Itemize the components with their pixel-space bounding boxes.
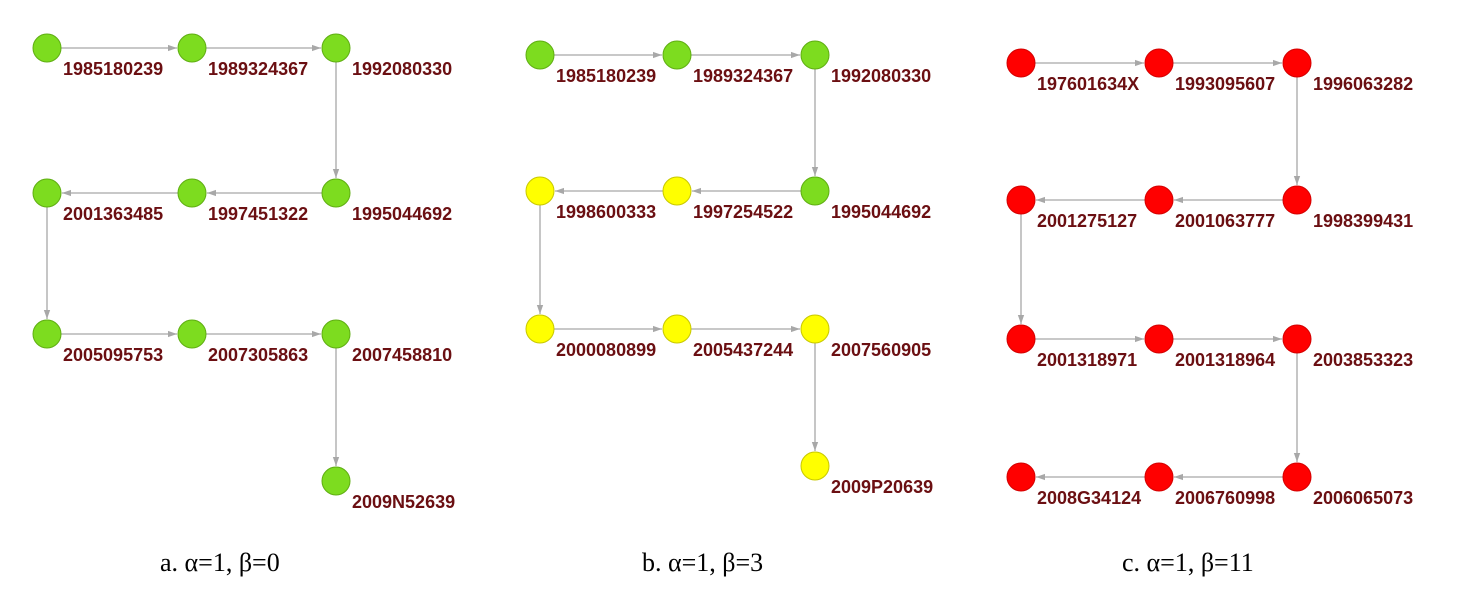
panel-a-node-label-7: 2007305863 bbox=[208, 345, 308, 365]
panel-a-node-8 bbox=[322, 320, 350, 348]
panel-a-node-label-9: 2009N52639 bbox=[352, 492, 455, 512]
panel-c-node-label-0: 197601634X bbox=[1037, 74, 1139, 94]
panel-c-node-label-5: 2001275127 bbox=[1037, 211, 1137, 231]
panel-c-node-label-4: 2001063777 bbox=[1175, 211, 1275, 231]
panel-b-node-label-3: 1995044692 bbox=[831, 202, 931, 222]
panel-a-node-5 bbox=[33, 179, 61, 207]
panel-b-node-label-4: 1997254522 bbox=[693, 202, 793, 222]
panel-b-node-6 bbox=[526, 315, 554, 343]
panel-a-node-0 bbox=[33, 34, 61, 62]
panel-c-node-8 bbox=[1283, 325, 1311, 353]
panel-b-node-label-5: 1998600333 bbox=[556, 202, 656, 222]
panel-c-node-label-9: 2006065073 bbox=[1313, 488, 1413, 508]
panel-a-node-label-5: 2001363485 bbox=[63, 204, 163, 224]
panel-c-node-10 bbox=[1145, 463, 1173, 491]
panel-b-node-8 bbox=[801, 315, 829, 343]
panel-a-caption: a. α=1, β=0 bbox=[160, 548, 280, 578]
panel-b-caption: b. α=1, β=3 bbox=[642, 548, 763, 578]
panel-a-node-9 bbox=[322, 467, 350, 495]
panel-c-node-label-6: 2001318971 bbox=[1037, 350, 1137, 370]
panel-c-node-3 bbox=[1283, 186, 1311, 214]
panel-c-node-11 bbox=[1007, 463, 1035, 491]
panel-c-node-0 bbox=[1007, 49, 1035, 77]
panel-b-node-label-2: 1992080330 bbox=[831, 66, 931, 86]
panel-b-node-label-6: 2000080899 bbox=[556, 340, 656, 360]
panel-c-node-9 bbox=[1283, 463, 1311, 491]
panel-b-node-4 bbox=[663, 177, 691, 205]
panel-b-node-label-1: 1989324367 bbox=[693, 66, 793, 86]
panel-b-graph: 1985180239 1989324367 1992080330 1995044692… bbox=[526, 41, 933, 497]
panel-b-node-9 bbox=[801, 452, 829, 480]
panel-b-node-label-9: 2009P20639 bbox=[831, 477, 933, 497]
panel-c-node-label-2: 1996063282 bbox=[1313, 74, 1413, 94]
panel-a-node-label-2: 1992080330 bbox=[352, 59, 452, 79]
panel-c-node-7 bbox=[1145, 325, 1173, 353]
panel-a-node-label-3: 1995044692 bbox=[352, 204, 452, 224]
panel-c-node-label-7: 2001318964 bbox=[1175, 350, 1275, 370]
panel-b-node-1 bbox=[663, 41, 691, 69]
panel-a-graph: 1985180239 1989324367 1992080330 1995044692… bbox=[33, 34, 455, 512]
panel-a-node-label-8: 2007458810 bbox=[352, 345, 452, 365]
panel-c-node-5 bbox=[1007, 186, 1035, 214]
panel-c-node-1 bbox=[1145, 49, 1173, 77]
panel-c-node-label-1: 1993095607 bbox=[1175, 74, 1275, 94]
panel-a-node-1 bbox=[178, 34, 206, 62]
panel-b-node-label-0: 1985180239 bbox=[556, 66, 656, 86]
panel-b-node-2 bbox=[801, 41, 829, 69]
panel-b-node-3 bbox=[801, 177, 829, 205]
panel-a-node-label-6: 2005095753 bbox=[63, 345, 163, 365]
panel-a-node-label-4: 1997451322 bbox=[208, 204, 308, 224]
panel-c-node-label-8: 2003853323 bbox=[1313, 350, 1413, 370]
panel-c-node-label-3: 1998399431 bbox=[1313, 211, 1413, 231]
panel-a-node-7 bbox=[178, 320, 206, 348]
panel-b-node-label-7: 2005437244 bbox=[693, 340, 793, 360]
panel-c-node-2 bbox=[1283, 49, 1311, 77]
panel-a-node-3 bbox=[322, 179, 350, 207]
panel-a-node-label-0: 1985180239 bbox=[63, 59, 163, 79]
panel-b-node-label-8: 2007560905 bbox=[831, 340, 931, 360]
panel-a-node-2 bbox=[322, 34, 350, 62]
panel-a-node-label-1: 1989324367 bbox=[208, 59, 308, 79]
panel-c-node-label-11: 2008G34124 bbox=[1037, 488, 1141, 508]
panel-c-node-6 bbox=[1007, 325, 1035, 353]
panel-c-node-label-10: 2006760998 bbox=[1175, 488, 1275, 508]
panel-a-node-6 bbox=[33, 320, 61, 348]
panel-c-node-4 bbox=[1145, 186, 1173, 214]
panel-a-node-4 bbox=[178, 179, 206, 207]
panel-b-node-7 bbox=[663, 315, 691, 343]
panel-c-caption: c. α=1, β=11 bbox=[1122, 548, 1254, 578]
panel-c-graph: 197601634X 1993095607 1996063282 1998399431… bbox=[1007, 49, 1413, 508]
panel-b-node-0 bbox=[526, 41, 554, 69]
panel-b-node-5 bbox=[526, 177, 554, 205]
